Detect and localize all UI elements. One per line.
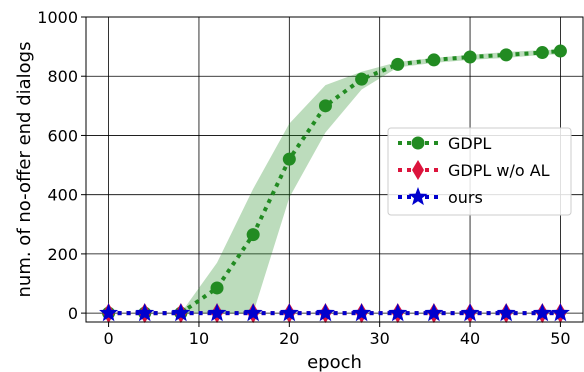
data-point <box>532 303 552 322</box>
y-tick-label: 0 <box>68 304 78 323</box>
y-axis-label: num. of no-offer end dialogs <box>14 42 35 298</box>
data-point <box>496 303 516 322</box>
data-point <box>427 53 441 67</box>
data-point <box>135 303 155 322</box>
data-point <box>243 303 263 322</box>
data-point <box>315 303 335 322</box>
y-tick-label: 1000 <box>37 8 78 27</box>
x-tick-label: 0 <box>103 329 113 348</box>
data-point <box>279 303 299 322</box>
data-point <box>553 44 567 58</box>
data-point <box>282 152 296 166</box>
legend-label: ours <box>448 188 483 207</box>
plot-area-frame <box>85 16 584 323</box>
data-point <box>463 50 477 64</box>
axis-ticks: 0 10 20 30 40 50 0 200 400 600 800 1000 <box>37 8 570 348</box>
data-point <box>352 303 372 322</box>
x-tick-label: 30 <box>370 329 390 348</box>
data-point <box>424 303 444 322</box>
data-point <box>210 281 224 295</box>
x-axis-label: epoch <box>307 352 362 372</box>
data-point <box>99 303 119 322</box>
x-tick-label: 20 <box>279 329 299 348</box>
legend: GDPL GDPL w/o AL ours <box>387 127 572 216</box>
data-point <box>318 99 332 113</box>
legend-marker <box>408 187 428 206</box>
data-point <box>388 303 408 322</box>
series-layer <box>99 44 570 324</box>
y-tick-label: 200 <box>47 245 78 264</box>
data-point <box>246 228 260 242</box>
data-point <box>171 303 191 322</box>
x-tick-label: 40 <box>460 329 480 348</box>
y-tick-label: 600 <box>47 126 78 145</box>
confidence-bands <box>108 49 561 314</box>
data-point <box>207 303 227 322</box>
legend-label: GDPL w/o AL <box>448 161 550 180</box>
x-tick-label: 50 <box>550 329 570 348</box>
data-point <box>460 303 480 322</box>
data-point <box>355 72 369 86</box>
y-tick-label: 800 <box>47 67 78 86</box>
y-tick-label: 400 <box>47 186 78 205</box>
x-tick-label: 10 <box>189 329 209 348</box>
data-point <box>499 48 513 62</box>
confidence-band <box>108 49 561 314</box>
series-group <box>99 303 570 322</box>
data-point <box>391 57 405 71</box>
legend-label: GDPL <box>448 134 491 153</box>
legend-box <box>387 127 572 216</box>
data-point <box>535 46 549 60</box>
legend-marker <box>412 160 424 180</box>
legend-marker <box>411 136 425 150</box>
data-point <box>550 303 570 322</box>
